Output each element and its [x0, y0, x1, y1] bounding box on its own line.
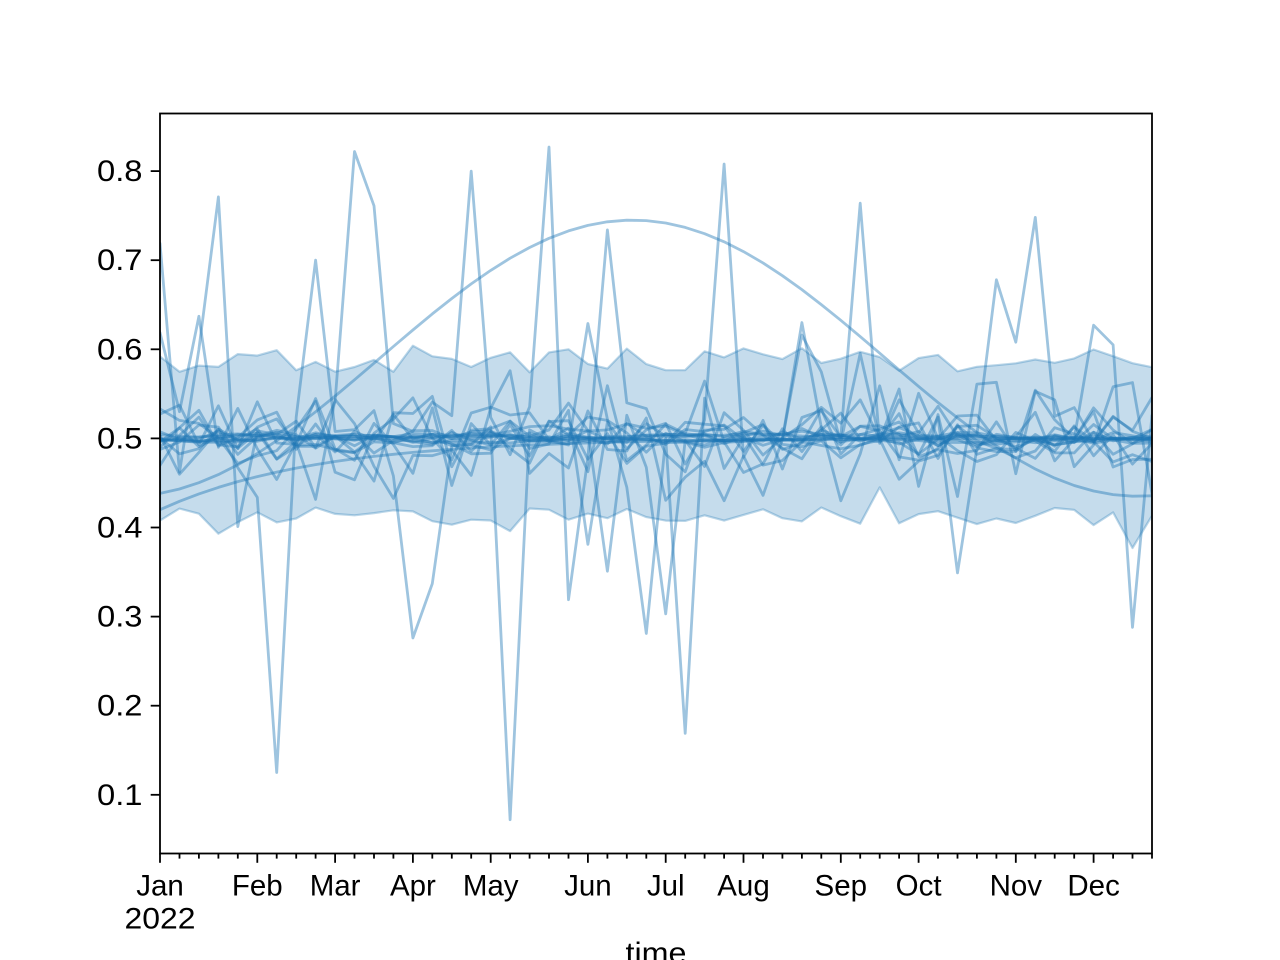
svg-text:Feb: Feb	[232, 870, 283, 903]
svg-text:time: time	[626, 937, 687, 960]
svg-text:0.1: 0.1	[97, 779, 143, 812]
svg-text:May: May	[463, 870, 519, 903]
svg-text:0.4: 0.4	[97, 512, 143, 545]
svg-text:Apr: Apr	[390, 870, 436, 903]
svg-text:Dec: Dec	[1067, 870, 1119, 903]
svg-text:Mar: Mar	[310, 870, 361, 903]
svg-text:2022: 2022	[125, 903, 196, 936]
svg-text:0.3: 0.3	[97, 601, 143, 634]
svg-text:Jun: Jun	[564, 870, 612, 903]
svg-text:0.5: 0.5	[97, 422, 143, 455]
svg-text:Nov: Nov	[990, 870, 1043, 903]
svg-text:0.7: 0.7	[97, 244, 143, 277]
svg-text:Aug: Aug	[717, 870, 770, 903]
svg-text:0.8: 0.8	[97, 155, 143, 188]
svg-text:0.6: 0.6	[97, 333, 143, 366]
svg-text:Oct: Oct	[896, 870, 942, 903]
svg-text:Jan: Jan	[136, 870, 184, 903]
svg-text:Sep: Sep	[815, 870, 868, 903]
svg-text:Jul: Jul	[647, 870, 685, 903]
svg-text:0.2: 0.2	[97, 690, 143, 723]
